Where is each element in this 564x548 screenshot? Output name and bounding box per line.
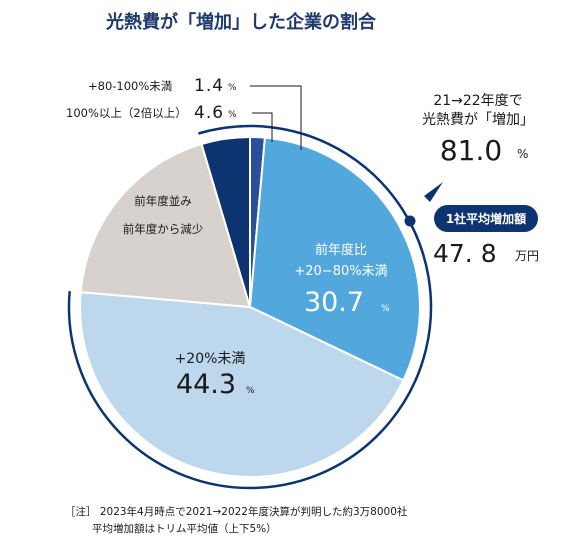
callout-value: 81.0 xyxy=(440,134,502,167)
unit-20: % xyxy=(246,386,255,396)
pie-slices xyxy=(79,135,421,478)
label-80-100: +80-100%未満 xyxy=(88,79,172,93)
chart-title: 光熱費が「増加」した企業の割合 xyxy=(105,11,377,33)
callout-pointer xyxy=(424,182,443,202)
unit-80-100: % xyxy=(228,83,237,93)
callout-amount-unit: 万円 xyxy=(515,249,539,263)
callout-unit: % xyxy=(517,147,528,161)
unit-20-80: % xyxy=(381,304,390,314)
unit-100: % xyxy=(228,110,237,120)
increase-outer-arc xyxy=(67,124,433,490)
label-20-80-group: 前年度比 xyxy=(315,242,367,258)
leader-line-80-100 xyxy=(250,85,302,150)
slice-100 xyxy=(200,135,251,308)
slice-20-80 xyxy=(248,136,421,382)
value-100: 4.6 xyxy=(194,103,224,123)
arc-end-dot xyxy=(404,215,416,227)
slice-flat-decrease xyxy=(79,142,252,309)
value-20: 44.3 xyxy=(176,369,236,400)
callout-line1: 21→22年度で xyxy=(433,93,522,109)
callout-badge-text: 1社平均増加額 xyxy=(446,211,526,226)
label-20: +20%未満 xyxy=(175,351,246,367)
label-20-80: +20−80%未満 xyxy=(294,264,387,279)
label-100: 100%以上（2倍以上） xyxy=(66,106,187,120)
callout-line2: 光熱費が「増加」 xyxy=(422,112,534,128)
slice-20 xyxy=(79,290,405,478)
label-flat-1: 前年度並み xyxy=(134,194,192,208)
label-flat-2: 前年度から減少 xyxy=(123,222,204,236)
value-20-80: 30.7 xyxy=(304,287,364,318)
callout-amount: 47. 8 xyxy=(433,239,497,268)
note-line1: ［注］ 2023年4月時点で2021→2022年度決算が判明した約3万8000社 xyxy=(65,505,408,518)
note-line2: 平均増加額はトリム平均値（上下5%） xyxy=(92,522,277,535)
value-80-100: 1.4 xyxy=(194,76,224,96)
callout-badge xyxy=(434,205,538,232)
leader-line-100 xyxy=(252,112,273,142)
